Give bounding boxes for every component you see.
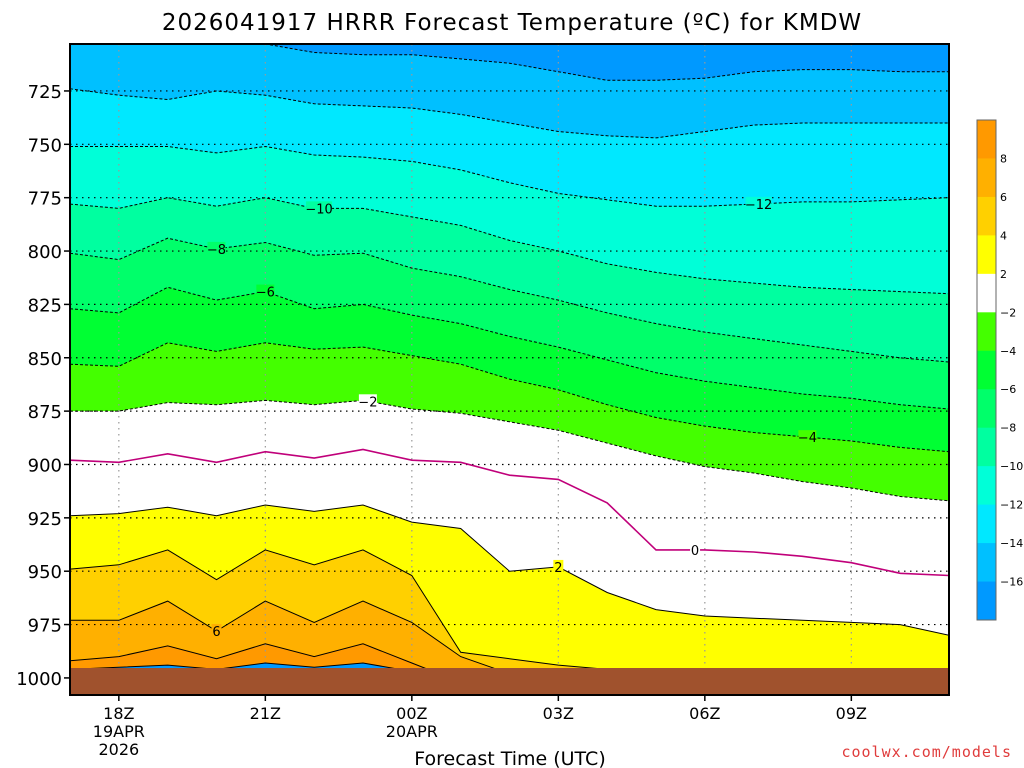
isotherm-label--10: −10 [305, 202, 332, 217]
isotherm-label--4: −4 [798, 431, 817, 446]
isotherm-label-bg-2 [553, 559, 564, 574]
y-tick-label-975: 975 [28, 616, 62, 637]
isotherm-label-bg-6 [211, 623, 222, 638]
isotherm-label-bg--4 [798, 430, 817, 445]
colorbar-band--14 [977, 504, 996, 544]
colorbar-tick--6: −6 [1000, 383, 1016, 396]
colorbar-band-6 [977, 158, 996, 198]
y-tick-label-725: 725 [28, 82, 62, 103]
isotherm--16 [70, 44, 949, 81]
isotherm--10 [70, 197, 949, 295]
colorbar-legend: 8 6 4 2 −2 −4 −6 −8 −10 −12 −14 −16 [976, 119, 1023, 621]
isotherm-labels: 6 2 0 −2 −4 −6 −8 −10 −12 [207, 196, 817, 640]
colorbar-tick--10: −10 [1000, 460, 1023, 473]
isotherm--4 [70, 342, 949, 453]
y-tick-label-775: 775 [28, 189, 62, 210]
x-tick-label-0-2: 2026 [98, 740, 139, 759]
x-tick-label-15-0: 09Z [836, 704, 867, 723]
x-tick-label-12-0: 06Z [689, 704, 720, 723]
colorbar-tick--14: −14 [1000, 537, 1023, 550]
y-tick-label-875: 875 [28, 402, 62, 423]
y-tick-label-950: 950 [28, 562, 62, 583]
isotherm-0 [70, 448, 949, 577]
y-tick-label-750: 750 [28, 135, 62, 156]
colorbar-tick-2: 2 [1000, 268, 1007, 281]
colorbar-band--8 [977, 389, 996, 429]
isotherm-label-0: 0 [691, 544, 699, 559]
temperature-fill-bands [70, 44, 949, 695]
isotherm-label-bg--12 [745, 196, 772, 211]
y-tick-label-900: 900 [28, 455, 62, 476]
isotherm-label-6: 6 [212, 625, 220, 640]
colorbar-band--18 [977, 581, 996, 621]
isotherm--2 [70, 399, 949, 502]
colorbar-tick-8: 8 [1000, 152, 1007, 165]
y-tick-label-925: 925 [28, 509, 62, 530]
x-tick-label-0-0: 18Z [103, 704, 134, 723]
x-tick-label-6-0: 00Z [396, 704, 427, 723]
isotherm--12 [70, 145, 949, 207]
isotherm-label--12: −12 [745, 198, 772, 213]
isotherm-8 [70, 643, 949, 695]
credit-text[interactable]: coolwx.com/models [841, 743, 1012, 761]
isotherm--14 [70, 88, 949, 139]
colorbar-band-4 [977, 196, 996, 236]
chart-title: 2026041917 HRRR Forecast Temperature (ºC… [162, 10, 862, 36]
colorbar-tick--8: −8 [1000, 422, 1016, 435]
colorbar-tick-6: 6 [1000, 191, 1007, 204]
y-tick-label-825: 825 [28, 295, 62, 316]
isotherm-label--6: −6 [256, 286, 275, 301]
colorbar-tick--16: −16 [1000, 576, 1023, 589]
colorbar-frame [976, 119, 997, 621]
x-tick-label-9-0: 03Z [543, 704, 574, 723]
colorbar-tick-4: 4 [1000, 229, 1007, 242]
isotherm-2 [70, 504, 949, 636]
isotherm-label-bg-0 [690, 542, 701, 557]
colorbar-tick--4: −4 [1000, 345, 1016, 358]
colorbar-band-8 [977, 120, 996, 159]
ground-surface-band [70, 668, 949, 695]
isotherm-label--8: −8 [207, 243, 226, 258]
y-axis-pressure: 725 750 775 800 825 850 875 900 925 950 975 1000 [16, 82, 70, 690]
fill-band-below--16 [70, 44, 949, 81]
y-tick-label-850: 850 [28, 349, 62, 370]
colorbar-tick--2: −2 [1000, 306, 1016, 319]
isotherm-label-2: 2 [554, 561, 562, 576]
y-tick-label-1000: 1000 [16, 669, 62, 690]
x-tick-label-3-0: 21Z [250, 704, 281, 723]
colorbar-band-2 [977, 235, 996, 275]
colorbar-tick--12: −12 [1000, 499, 1023, 512]
isotherm-label--2: −2 [358, 395, 377, 410]
y-tick-label-800: 800 [28, 242, 62, 263]
plot-frame [69, 43, 950, 696]
colorbar-band--16 [977, 543, 996, 583]
colorbar-band--10 [977, 427, 996, 467]
colorbar-band--12 [977, 466, 996, 506]
isotherm-label-bg--10 [306, 201, 333, 216]
x-tick-label-0-1: 19APR [93, 722, 145, 741]
x-axis-title: Forecast Time (UTC) [414, 748, 605, 768]
colorbar-band--6 [977, 350, 996, 390]
x-tick-label-6-1: 20APR [386, 722, 438, 741]
colorbar-band--2 [977, 273, 996, 313]
isotherm-label-bg--2 [358, 394, 377, 409]
isotherm-label-bg--8 [207, 241, 226, 256]
colorbar-band--4 [977, 312, 996, 352]
isotherm-label-bg--6 [256, 284, 275, 299]
dotted-gridlines [70, 44, 949, 695]
